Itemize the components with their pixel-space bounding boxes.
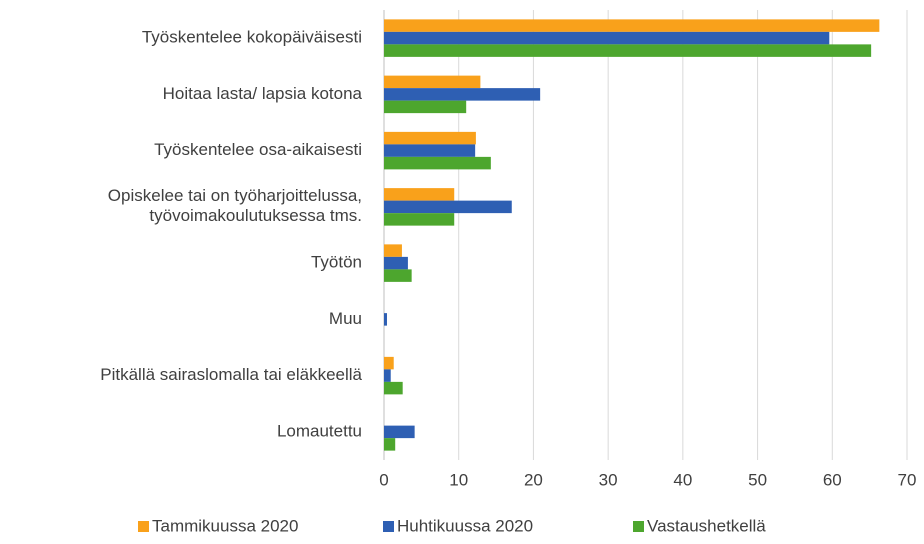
bar (384, 256, 408, 270)
x-tick-label: 50 (748, 470, 767, 489)
bar (384, 188, 455, 201)
bar (384, 369, 391, 382)
x-tick-label: 20 (524, 470, 543, 489)
bar (384, 269, 412, 282)
legend-label: Tammikuussa 2020 (152, 516, 298, 535)
x-tick-label: 60 (823, 470, 842, 489)
y-tick-label: Lomautettu (277, 421, 362, 440)
x-tick-label: 30 (599, 470, 618, 489)
bar (384, 100, 467, 114)
x-tick-label: 70 (898, 470, 917, 489)
bar (384, 31, 830, 45)
y-tick-label: Opiskelee tai on työharjoittelussa, työvo… (108, 186, 362, 225)
bar (384, 381, 403, 395)
bar (384, 75, 481, 89)
legend-label: Huhtikuussa 2020 (397, 516, 533, 535)
bar (384, 425, 415, 439)
bar (384, 131, 476, 145)
y-tick-label: Hoitaa lasta/ lapsia kotona (163, 84, 363, 103)
y-tick-label: Työskentelee kokopäiväisesti (142, 28, 362, 47)
y-tick-label: Pitkällä sairaslomalla tai eläkkeellä (100, 365, 362, 384)
bar (384, 44, 872, 57)
legend-swatch (383, 521, 394, 532)
bar (384, 19, 880, 32)
legend-swatch (138, 521, 149, 532)
bar (384, 88, 541, 101)
legend-label: Vastaushetkellä (647, 516, 766, 535)
y-tick-label: Työskentelee osa-aikaisesti (154, 140, 362, 159)
bar (384, 356, 394, 370)
bar (384, 438, 396, 451)
bar (384, 244, 402, 257)
x-tick-label: 10 (449, 470, 468, 489)
bar (384, 156, 491, 170)
y-tick-label: Työtön (311, 253, 362, 272)
x-tick-label: 40 (673, 470, 692, 489)
bar (384, 213, 455, 226)
y-tick-label: Muu (329, 309, 362, 328)
bar (384, 144, 476, 157)
bar (384, 200, 512, 214)
bar (384, 313, 387, 326)
legend-swatch (633, 521, 644, 532)
x-tick-label: 0 (379, 470, 388, 489)
